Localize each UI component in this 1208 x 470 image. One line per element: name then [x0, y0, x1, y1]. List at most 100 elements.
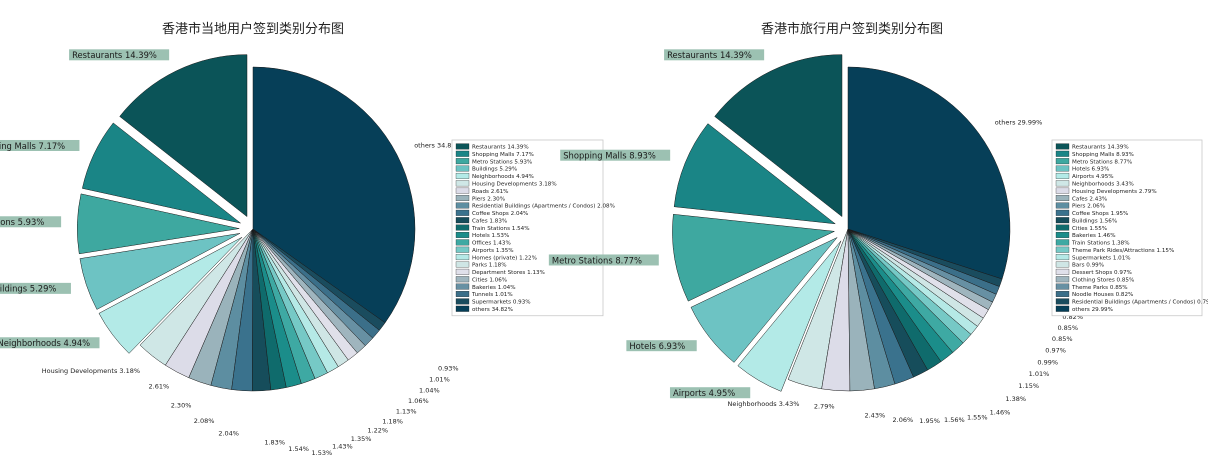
label-text: Hotels 6.93%	[629, 341, 685, 351]
slice-label-neighborhoods: Neighborhoods 4.94%	[0, 337, 100, 349]
legend-swatch	[1055, 150, 1070, 157]
legend-swatch	[455, 246, 470, 253]
legend-swatch	[455, 305, 470, 312]
legend-swatch	[1055, 217, 1070, 224]
legend-swatch	[455, 261, 470, 268]
label-text: Restaurants 14.39%	[72, 50, 157, 60]
pie-slice-shopping-malls	[82, 122, 241, 224]
legend-item-restaurants: Restaurants 14.39%	[1055, 143, 1129, 151]
legend-label: Homes (private) 1.22%	[472, 255, 537, 261]
legend-label: Housing Developments 3.18%	[472, 182, 557, 188]
legend-label: Cities 1.06%	[472, 277, 507, 283]
legend-label: others 34.82%	[472, 307, 513, 313]
slice-label-department-stores: 1.13%	[396, 407, 417, 415]
slice-label-roads: 2.61%	[149, 382, 170, 390]
legend-label: Theme Parks 0.85%	[1071, 285, 1128, 291]
slice-label-clothing-stores: 0.85%	[1052, 335, 1073, 343]
label-box	[69, 49, 170, 61]
legend-label: Department Stores 1.13%	[472, 270, 545, 276]
legend-item-neighborhoods: Neighborhoods 3.43%	[1055, 180, 1134, 188]
slice-label-bakeries: 1.46%	[990, 408, 1011, 416]
legend-swatch	[1055, 261, 1070, 268]
legend-item-metro-stations: Metro Stations 5.93%	[455, 158, 532, 165]
legend-item-buildings: Buildings 5.29%	[455, 165, 517, 173]
label-text: Metro Stations 8.77%	[552, 255, 642, 265]
slice-label-metro-stations: Metro Stations 8.77%	[548, 254, 659, 266]
legend-swatch	[1055, 158, 1070, 165]
label-box	[0, 216, 62, 228]
legend-item-hotels: Hotels 6.93%	[1055, 165, 1109, 173]
legend-label: Airports 1.35%	[472, 248, 514, 254]
slice-label-train-stations: 1.38%	[1005, 395, 1026, 403]
slice-label-tunnels: 1.01%	[429, 376, 450, 384]
legend-item-restaurants: Restaurants 14.39%	[455, 143, 529, 151]
label-box	[0, 282, 71, 294]
slice-label-theme-park-rides-attractions: 1.15%	[1018, 382, 1039, 390]
legend-item-shopping-malls: Shopping Malls 7.17%	[455, 150, 534, 158]
legend-swatch	[455, 268, 470, 275]
slice-label-others: others 34.82%	[414, 142, 462, 150]
pie-slice-restaurants	[714, 54, 843, 218]
legend-label: Cafes 1.83%	[472, 218, 507, 224]
legend-item-piers: Piers 2.30%	[455, 195, 505, 202]
legend-item-cities: Cities 1.55%	[1055, 224, 1107, 232]
label-text: Metro Stations 5.93%	[0, 217, 44, 227]
legend-item-bakeries: Bakeries 1.46%	[1055, 232, 1116, 239]
slice-label-homes-private: 1.22%	[367, 426, 388, 434]
legend-item-piers: Piers 2.06%	[1055, 202, 1105, 210]
legend-item-train-stations: Train Stations 1.38%	[1055, 239, 1130, 247]
slice-label-buildings: 1.56%	[944, 416, 965, 424]
legend-item-residential-buildings-apartments-condos: Residential Buildings (Apartments / Cond…	[455, 202, 615, 210]
slice-label-theme-parks: 0.85%	[1057, 324, 1078, 332]
legend-swatch	[455, 232, 470, 238]
slice-label-train-stations: 1.54%	[288, 445, 309, 453]
legend-label: Shopping Malls 8.93%	[1072, 152, 1134, 158]
legend-item-housing-developments: Housing Developments 3.18%	[455, 180, 557, 188]
legend-item-bars: Bars 0.99%	[1055, 261, 1104, 269]
legend-item-dessert-shops: Dessert Shops 0.97%	[1055, 268, 1132, 276]
pie-slice-neighborhoods	[98, 237, 243, 354]
slice-label-dessert-shops: 0.97%	[1045, 346, 1066, 354]
slice-label-noodle-houses: 0.82%	[1062, 313, 1083, 321]
legend-swatch	[1055, 209, 1070, 216]
legend-label: Theme Park Rides/Attractions 1.15%	[1071, 248, 1174, 254]
legend-item-clothing-stores: Clothing Stores 0.85%	[1055, 276, 1134, 283]
label-text: Neighborhoods 4.94%	[0, 338, 90, 348]
legend-label: Shopping Malls 7.17%	[472, 152, 534, 158]
legend-label: Coffee Shops 2.04%	[472, 211, 528, 217]
legend-item-parks: Parks 1.18%	[455, 261, 507, 269]
legend-item-others: others 29.99%	[1055, 305, 1113, 313]
legend-label: Buildings 1.56%	[1072, 218, 1117, 224]
slice-label-shopping-malls: Shopping Malls 7.17%	[0, 139, 80, 151]
legend-swatch	[455, 202, 470, 209]
legend-swatch	[455, 298, 470, 305]
legend-swatch	[455, 143, 470, 150]
legend-item-coffee-shops: Coffee Shops 1.95%	[1055, 209, 1128, 217]
slice-labels: Restaurants 14.39% Shopping Malls 7.17% Me…	[0, 49, 462, 457]
legend-label: Piers 2.30%	[472, 196, 505, 202]
legend-swatch	[455, 187, 470, 194]
label-text: Airports 4.95%	[673, 388, 735, 398]
legend-swatch	[455, 172, 470, 179]
legend-item-housing-developments: Housing Developments 2.79%	[1055, 187, 1157, 195]
label-text: Shopping Malls 7.17%	[0, 141, 65, 151]
legend-label: Tunnels 1.01%	[471, 292, 513, 298]
slice-label-others: others 29.99%	[995, 118, 1043, 126]
legend-item-hotels: Hotels 1.53%	[455, 232, 509, 239]
label-box	[669, 387, 751, 399]
slice-label-bars: 0.99%	[1037, 358, 1058, 366]
legend-item-bakeries: Bakeries 1.04%	[455, 283, 516, 291]
chart-title: 香港市当地用户签到类别分布图	[162, 21, 344, 37]
legend-label: others 29.99%	[1072, 307, 1113, 313]
legend-label: Supermarkets 0.93%	[472, 300, 531, 306]
slice-labels: Restaurants 14.39% Shopping Malls 8.93% Me…	[548, 49, 1087, 425]
legend-swatch	[455, 239, 470, 246]
legend-swatch	[1055, 254, 1070, 261]
legend-label: Metro Stations 5.93%	[472, 159, 532, 165]
legend-swatch	[455, 283, 470, 290]
legend-swatch	[1055, 195, 1070, 202]
legend-item-theme-parks: Theme Parks 0.85%	[1055, 283, 1128, 291]
legend-label: Cities 1.55%	[1072, 226, 1107, 232]
